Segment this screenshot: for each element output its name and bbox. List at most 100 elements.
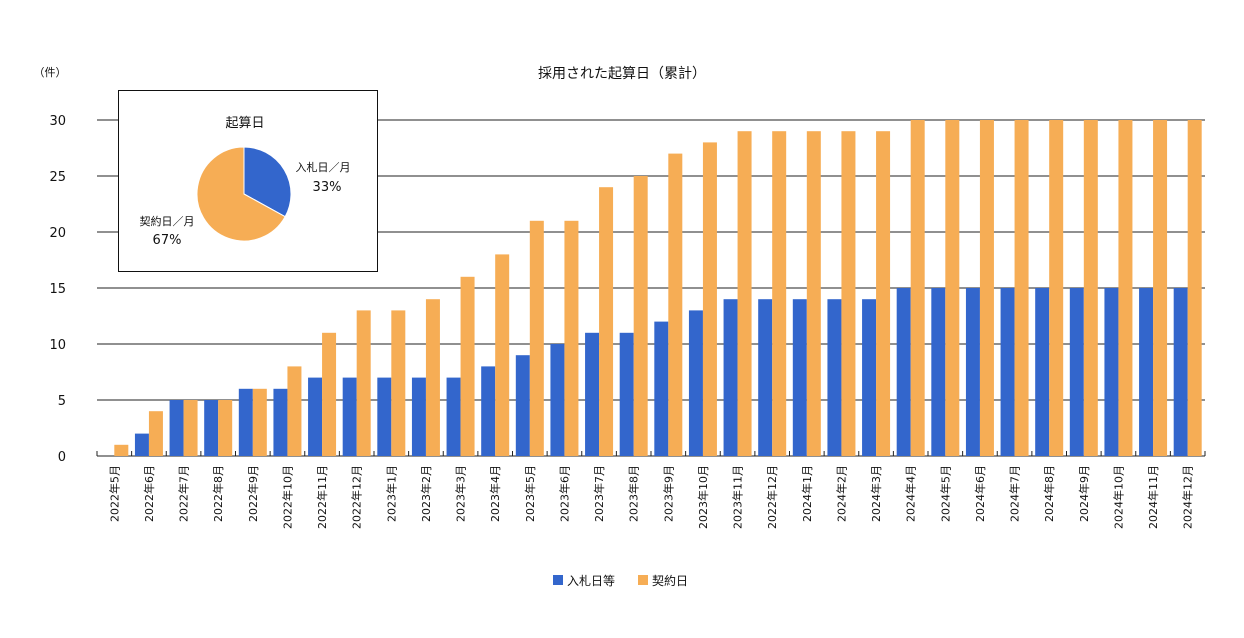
bar-bid	[308, 377, 323, 456]
bar-bid	[273, 388, 288, 456]
bar-contract	[287, 366, 302, 456]
x-tick-label: 2023年4月	[488, 465, 502, 522]
bar-contract	[772, 131, 787, 456]
y-tick-label: 0	[58, 450, 66, 465]
bar-contract	[356, 310, 371, 456]
bar-bid	[238, 388, 253, 456]
bar-bid	[1035, 288, 1050, 456]
x-tick-label: 2023年10月	[696, 465, 710, 529]
bar-bid	[723, 299, 738, 456]
bar-contract	[945, 120, 960, 456]
bar-contract	[425, 299, 440, 456]
bar-bid	[654, 321, 669, 456]
bar-contract	[1049, 120, 1064, 456]
bar-bid	[965, 288, 980, 456]
bar-contract	[876, 131, 891, 456]
bar-bid	[862, 299, 877, 456]
bar-contract	[1118, 120, 1133, 456]
x-tick-label: 2023年8月	[627, 465, 641, 522]
legend-label: 契約日	[652, 573, 688, 588]
bar-bid	[134, 433, 149, 456]
bar-contract	[1187, 120, 1202, 456]
x-tick-label: 2024年4月	[904, 465, 918, 522]
x-tick-label: 2024年3月	[869, 465, 883, 522]
bar-contract	[599, 187, 614, 456]
y-tick-label: 25	[49, 170, 66, 185]
pie-labels: 入札日／月 33% 契約日／月 67%	[140, 161, 351, 248]
x-tick-label: 2022年10月	[280, 465, 294, 529]
bar-bid	[446, 377, 461, 456]
bar-contract	[529, 220, 544, 456]
bar-bid	[931, 288, 946, 456]
bar-bid	[204, 400, 219, 456]
bar-bid	[377, 377, 392, 456]
bar-contract	[391, 310, 406, 456]
x-tick-label: 2024年8月	[1042, 465, 1056, 522]
x-tick-label: 2023年3月	[454, 465, 468, 522]
x-tick-label: 2023年1月	[384, 465, 398, 522]
bar-contract	[564, 220, 579, 456]
bar-contract	[460, 276, 475, 456]
bar-contract	[841, 131, 856, 456]
pie-slice-label: 入札日／月	[296, 161, 351, 174]
pie-chart: 起算日 入札日／月 33% 契約日／月 67%	[140, 116, 351, 248]
bar-bid	[1173, 288, 1188, 456]
bar-bid	[896, 288, 911, 456]
bar-contract	[979, 120, 994, 456]
bar-contract	[218, 400, 233, 456]
x-tick-label: 2024年1月	[800, 465, 814, 522]
bar-contract	[495, 254, 510, 456]
bar-contract	[633, 176, 648, 456]
bar-contract	[806, 131, 821, 456]
x-tick-label: 2023年5月	[523, 465, 537, 522]
legend-swatch	[638, 575, 648, 585]
pie-slice-label: 契約日／月	[140, 214, 195, 228]
x-tick-label: 2022年9月	[246, 465, 260, 522]
y-tick-label: 15	[49, 282, 66, 297]
bar-contract	[910, 120, 925, 456]
x-tick-label: 2024年11月	[1146, 465, 1160, 529]
x-tick-label: 2023年9月	[661, 465, 675, 522]
pie-slice-percent: 67%	[153, 233, 182, 248]
x-tick-label: 2024年12月	[1181, 465, 1195, 529]
x-tick-label: 2024年5月	[938, 465, 952, 522]
bars	[114, 120, 1202, 456]
x-tick-label: 2023年7月	[592, 465, 606, 522]
bar-bid	[550, 344, 565, 456]
bar-contract	[252, 388, 267, 456]
y-tick-label: 30	[49, 114, 66, 129]
bar-bid	[1139, 288, 1154, 456]
bar-contract	[1083, 120, 1098, 456]
x-tick-label: 2022年12月	[350, 465, 364, 529]
bar-bid	[342, 377, 357, 456]
y-axis-ticks: 0 5 10 15 20 25 30	[49, 114, 66, 465]
y-tick-label: 5	[58, 394, 66, 409]
x-tick-label: 2022年11月	[315, 465, 329, 529]
x-tick-label: 2023年6月	[557, 465, 571, 522]
bar-contract	[114, 444, 129, 456]
pie-title: 起算日	[225, 116, 264, 131]
y-axis-unit-label: （件）	[34, 66, 67, 79]
x-tick-label: 2022年8月	[211, 465, 225, 522]
bar-bid	[688, 310, 703, 456]
y-tick-label: 10	[49, 338, 66, 353]
x-axis-ticks: 2022年5月 2022年6月 2022年7月 2022年8月 2022年9月 2022年…	[107, 451, 1206, 529]
bar-bid	[1104, 288, 1119, 456]
bar-contract	[668, 153, 683, 456]
x-tick-label: 2022年5月	[107, 465, 121, 522]
bar-bid	[169, 400, 184, 456]
x-tick-label: 2024年6月	[973, 465, 987, 522]
bar-bid	[585, 332, 600, 456]
legend-label: 入札日等	[567, 574, 615, 588]
bar-contract	[148, 411, 163, 456]
bar-bid	[1069, 288, 1084, 456]
chart-title: 採用された起算日（累計）	[538, 66, 706, 82]
bar-contract	[737, 131, 752, 456]
x-tick-label: 2024年7月	[1008, 465, 1022, 522]
x-tick-label: 2024年2月	[834, 465, 848, 522]
bar-contract	[702, 142, 717, 456]
legend: 入札日等 契約日	[553, 573, 688, 588]
bar-contract	[1014, 120, 1029, 456]
x-tick-label: 2023年2月	[419, 465, 433, 522]
